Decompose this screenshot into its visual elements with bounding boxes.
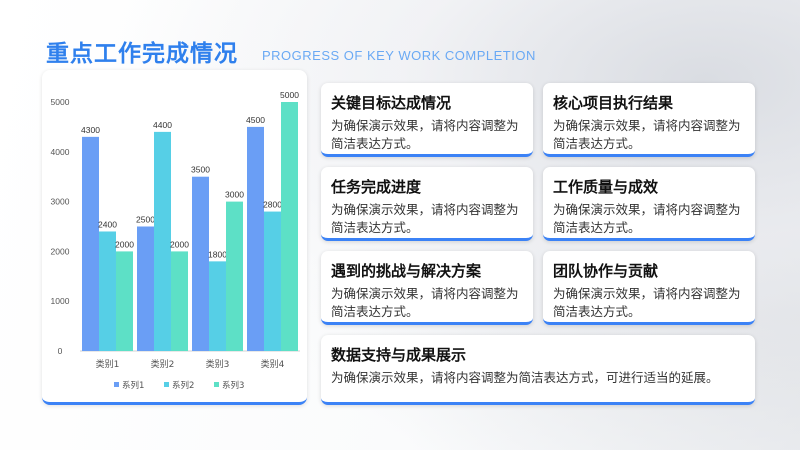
data-label: 2500	[136, 215, 155, 225]
legend-swatch	[214, 382, 219, 387]
data-label: 2000	[170, 239, 189, 249]
data-label: 3000	[225, 190, 244, 200]
y-tick-label: 4000	[51, 147, 70, 157]
bar	[264, 211, 281, 351]
page-subtitle: PROGRESS OF KEY WORK COMPLETION	[262, 48, 536, 63]
x-tick-label: 类别3	[206, 358, 230, 370]
data-label: 3500	[191, 165, 210, 175]
bar	[154, 131, 171, 351]
data-label: 4500	[246, 115, 265, 125]
x-tick-label: 类别1	[96, 358, 120, 370]
card-body: 为确保演示效果，请将内容调整为简洁表达方式。	[553, 202, 741, 235]
data-label: 2000	[115, 239, 134, 249]
bar	[171, 251, 188, 351]
card-body: 为确保演示效果，请将内容调整为简洁表达方式，可进行适当的延展。	[331, 370, 719, 385]
bar	[137, 226, 154, 351]
y-tick-label: 2000	[51, 246, 70, 256]
y-tick-label: 3000	[51, 197, 70, 207]
bar	[116, 251, 133, 351]
data-label: 5000	[280, 90, 299, 100]
x-tick-label: 类别4	[261, 358, 285, 370]
y-tick-label: 0	[58, 346, 63, 356]
bar	[82, 136, 99, 351]
bar	[99, 231, 116, 351]
chart-panel: 0 1000 2000 3000 4000 5000 4300 2400 2000 类别1 2500…	[42, 70, 307, 405]
y-tick-label: 1000	[51, 296, 70, 306]
card-data-support: 数据支持与成果展示 为确保演示效果，请将内容调整为简洁表达方式，可进行适当的延展…	[321, 335, 755, 405]
bar-chart: 0 1000 2000 3000 4000 5000 4300 2400 2000 类别1 2500…	[51, 90, 300, 391]
bar	[192, 176, 209, 351]
data-label: 4400	[153, 120, 172, 130]
card-key-goals: 关键目标达成情况 为确保演示效果，请将内容调整为简洁表达方式。	[321, 83, 533, 157]
card-challenges: 遇到的挑战与解决方案 为确保演示效果，请将内容调整为简洁表达方式。	[321, 251, 533, 325]
card-body: 为确保演示效果，请将内容调整为简洁表达方式。	[331, 202, 519, 235]
card-teamwork: 团队协作与贡献 为确保演示效果，请将内容调整为简洁表达方式。	[543, 251, 755, 325]
card-task-progress: 任务完成进度 为确保演示效果，请将内容调整为简洁表达方式。	[321, 167, 533, 241]
page-title: 重点工作完成情况	[46, 41, 238, 67]
card-title: 数据支持与成果展示	[331, 346, 467, 364]
data-label: 4300	[81, 125, 100, 135]
data-label: 1800	[208, 249, 227, 259]
card-quality: 工作质量与成效 为确保演示效果，请将内容调整为简洁表达方式。	[543, 167, 755, 241]
card-body: 为确保演示效果，请将内容调整为简洁表达方式。	[331, 286, 519, 319]
card-title: 核心项目执行结果	[553, 94, 674, 112]
card-title: 遇到的挑战与解决方案	[331, 262, 482, 280]
card-core-projects: 核心项目执行结果 为确保演示效果，请将内容调整为简洁表达方式。	[543, 83, 755, 157]
bar	[247, 126, 264, 352]
card-title: 工作质量与成效	[553, 178, 659, 196]
data-label: 2400	[98, 219, 117, 229]
card-body: 为确保演示效果，请将内容调整为简洁表达方式。	[553, 118, 741, 151]
data-label: 2800	[263, 200, 282, 210]
legend-label: 系列3	[222, 380, 244, 391]
legend-label: 系列1	[122, 380, 144, 391]
legend-swatch	[164, 382, 169, 387]
bar	[209, 261, 226, 351]
bar	[226, 201, 243, 351]
bar	[281, 102, 298, 351]
card-title: 团队协作与贡献	[553, 262, 659, 280]
y-tick-label: 5000	[51, 97, 70, 107]
card-body: 为确保演示效果，请将内容调整为简洁表达方式。	[553, 286, 741, 319]
legend-label: 系列2	[172, 380, 194, 391]
legend-swatch	[114, 382, 119, 387]
card-body: 为确保演示效果，请将内容调整为简洁表达方式。	[331, 118, 519, 151]
x-tick-label: 类别2	[151, 358, 175, 370]
card-title: 任务完成进度	[331, 178, 422, 196]
card-title: 关键目标达成情况	[331, 94, 452, 112]
